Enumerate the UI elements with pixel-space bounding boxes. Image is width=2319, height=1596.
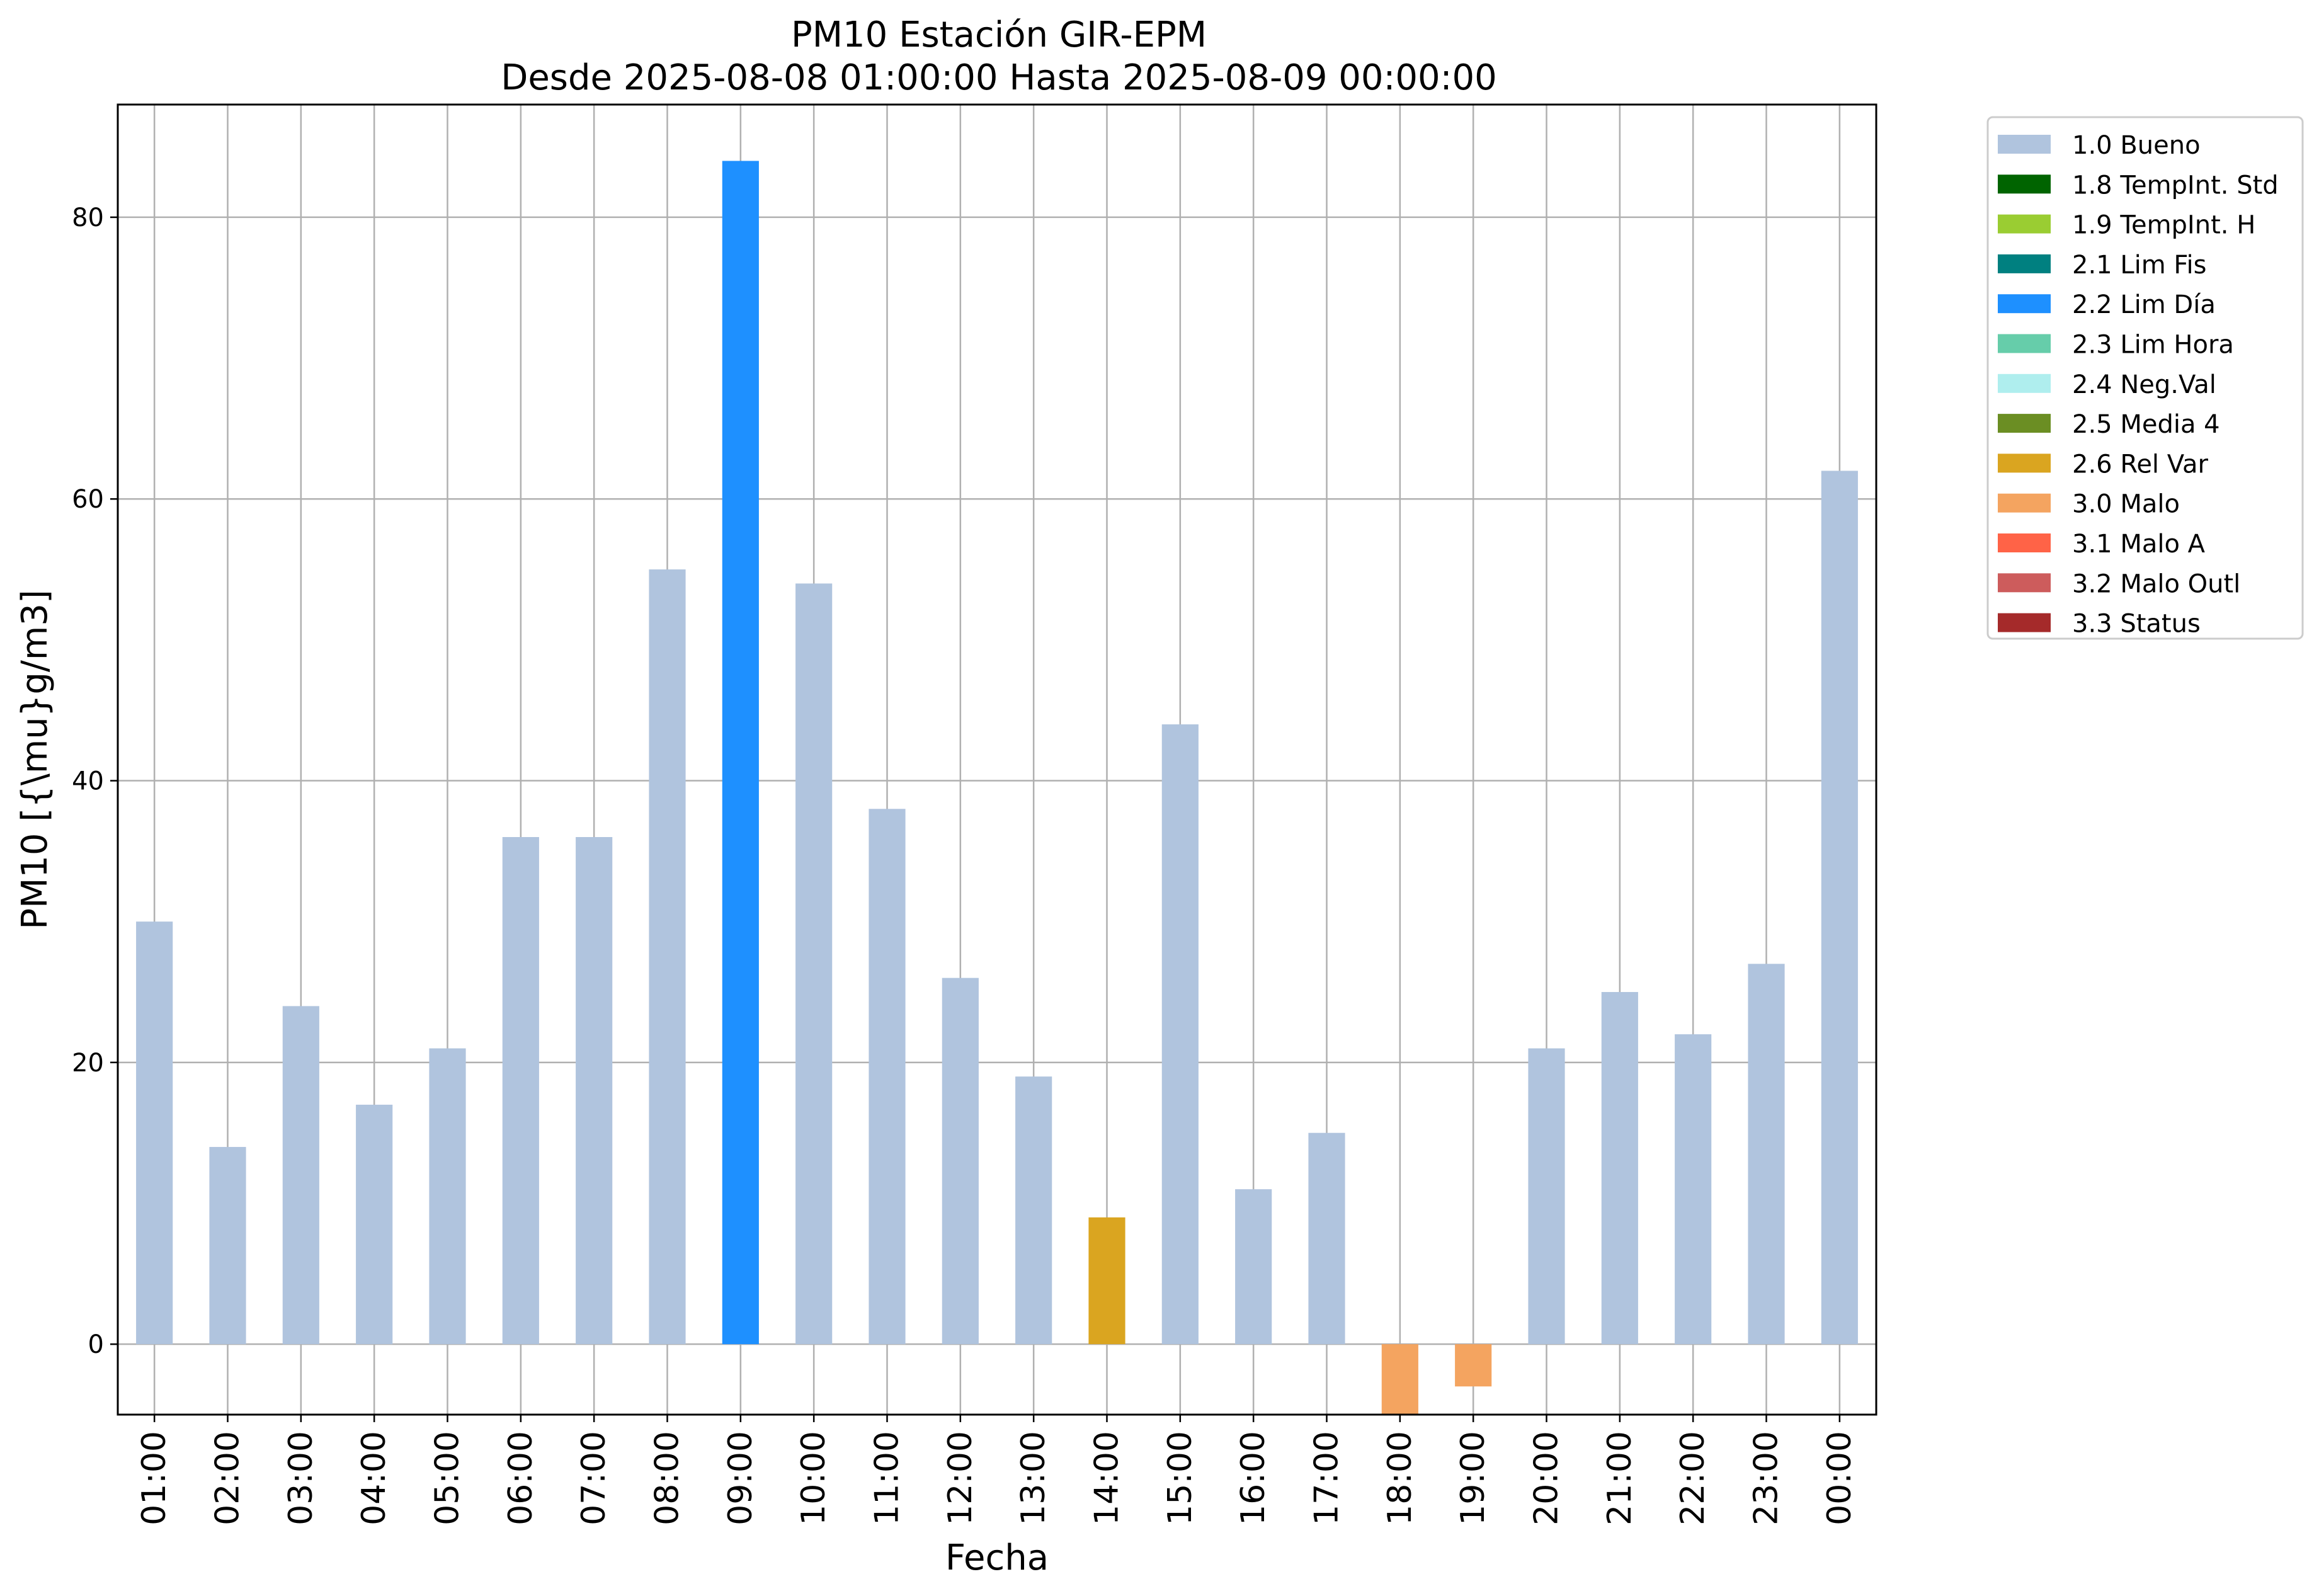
y-tick-label: 80 — [72, 203, 104, 232]
x-tick-label: 11:00 — [869, 1431, 906, 1525]
legend: 1.0 Bueno 1.8 TempInt. Std 1.9 TempInt. H 2… — [1986, 116, 2304, 640]
bar-2100 — [1601, 992, 1638, 1345]
legend-swatch — [1998, 414, 2051, 433]
legend-swatch — [1998, 334, 2051, 353]
x-tick-label: 05:00 — [429, 1431, 467, 1525]
legend-label: 3.2 Malo Outl — [2072, 569, 2240, 598]
legend-label: 1.0 Bueno — [2072, 131, 2201, 160]
y-tick-label: 60 — [72, 485, 104, 514]
legend-swatch — [1998, 493, 2051, 513]
legend-label: 2.5 Media 4 — [2072, 410, 2220, 439]
bar-0000 — [1821, 470, 1858, 1345]
x-axis-ticks: 01:00 02:00 03:00 04:00 05:00 06:00 07:00 08:00… — [135, 1415, 1859, 1525]
legend-label: 2.6 Rel Var — [2072, 450, 2209, 479]
bar-1200 — [942, 978, 979, 1345]
bar-2000 — [1528, 1048, 1565, 1345]
x-tick-label: 02:00 — [209, 1431, 247, 1525]
bar-0500 — [429, 1048, 466, 1345]
x-tick-label: 06:00 — [502, 1431, 540, 1525]
bar-1900 — [1455, 1344, 1492, 1387]
legend-label: 1.8 TempInt. Std — [2072, 171, 2279, 200]
chart-title: PM10 Estación GIR-EPM — [791, 14, 1207, 55]
x-tick-label: 21:00 — [1601, 1431, 1639, 1525]
legend-swatch — [1998, 453, 2051, 473]
x-tick-label: 14:00 — [1088, 1431, 1126, 1525]
plot-frame — [117, 103, 1877, 1416]
x-tick-label: 09:00 — [722, 1431, 760, 1525]
x-tick-label: 07:00 — [575, 1431, 613, 1525]
x-tick-label: 00:00 — [1821, 1431, 1859, 1525]
bar-0800 — [649, 569, 686, 1345]
legend-label: 3.3 Status — [2072, 610, 2201, 639]
bar-0600 — [502, 837, 539, 1345]
legend-items: 1.0 Bueno 1.8 TempInt. Std 1.9 TempInt. H 2… — [1998, 131, 2279, 639]
legend-label: 3.1 Malo A — [2072, 530, 2206, 559]
x-tick-label: 10:00 — [795, 1431, 833, 1525]
legend-swatch — [1998, 254, 2051, 273]
bar-1500 — [1161, 724, 1199, 1345]
bar-0700 — [576, 837, 613, 1345]
x-tick-label: 17:00 — [1308, 1431, 1346, 1525]
bar-0100 — [136, 921, 173, 1345]
x-tick-label: 16:00 — [1234, 1431, 1272, 1525]
chart-subtitle: Desde 2025-08-08 01:00:00 Hasta 2025-08-… — [501, 57, 1497, 98]
y-tick-label: 0 — [88, 1330, 104, 1359]
y-tick-label: 20 — [72, 1049, 104, 1078]
bar-2300 — [1748, 964, 1785, 1345]
legend-swatch — [1998, 214, 2051, 234]
x-tick-label: 04:00 — [355, 1431, 393, 1525]
legend-swatch — [1998, 174, 2051, 194]
legend-swatch — [1998, 294, 2051, 314]
y-axis-ticks: 0 20 40 60 80 — [72, 203, 118, 1359]
x-tick-label: 03:00 — [282, 1431, 320, 1525]
bar-0200 — [209, 1147, 246, 1345]
x-tick-label: 20:00 — [1528, 1431, 1566, 1525]
x-tick-label: 01:00 — [135, 1431, 173, 1525]
x-tick-label: 18:00 — [1381, 1431, 1419, 1525]
bar-0400 — [356, 1104, 393, 1345]
bar-1100 — [869, 809, 906, 1345]
legend-label: 3.0 Malo — [2072, 490, 2180, 519]
bar-1600 — [1235, 1189, 1272, 1345]
bar-1700 — [1308, 1132, 1345, 1345]
legend-swatch — [1998, 533, 2051, 552]
x-tick-label: 08:00 — [649, 1431, 687, 1525]
legend-label: 2.2 Lim Día — [2072, 290, 2216, 319]
bar-0300 — [282, 1006, 319, 1345]
bar-2200 — [1675, 1034, 1712, 1345]
legend-label: 2.3 Lim Hora — [2072, 331, 2234, 360]
legend-swatch — [1998, 613, 2051, 632]
x-axis-label: Fecha — [945, 1537, 1049, 1578]
legend-label: 2.1 Lim Fis — [2072, 251, 2206, 280]
y-tick-label: 40 — [72, 767, 104, 796]
x-tick-label: 22:00 — [1674, 1431, 1712, 1525]
x-tick-label: 12:00 — [942, 1431, 979, 1525]
bars — [136, 161, 1858, 1415]
legend-label: 2.4 Neg.Val — [2072, 370, 2216, 399]
legend-swatch — [1998, 573, 2051, 593]
bar-1800 — [1381, 1344, 1418, 1415]
legend-swatch — [1998, 135, 2051, 154]
legend-label: 1.9 TempInt. H — [2072, 211, 2255, 240]
x-tick-label: 13:00 — [1015, 1431, 1052, 1525]
x-tick-label: 15:00 — [1161, 1431, 1199, 1525]
bar-0900 — [722, 161, 759, 1345]
x-tick-label: 23:00 — [1748, 1431, 1786, 1525]
x-tick-label: 19:00 — [1454, 1431, 1492, 1525]
legend-swatch — [1998, 373, 2051, 393]
y-axis-label: PM10 [{\mu}g/m3] — [14, 590, 55, 930]
bar-1000 — [795, 583, 833, 1345]
legend-frame — [1986, 116, 2304, 640]
bar-1400 — [1088, 1217, 1125, 1345]
bar-1300 — [1015, 1076, 1052, 1345]
